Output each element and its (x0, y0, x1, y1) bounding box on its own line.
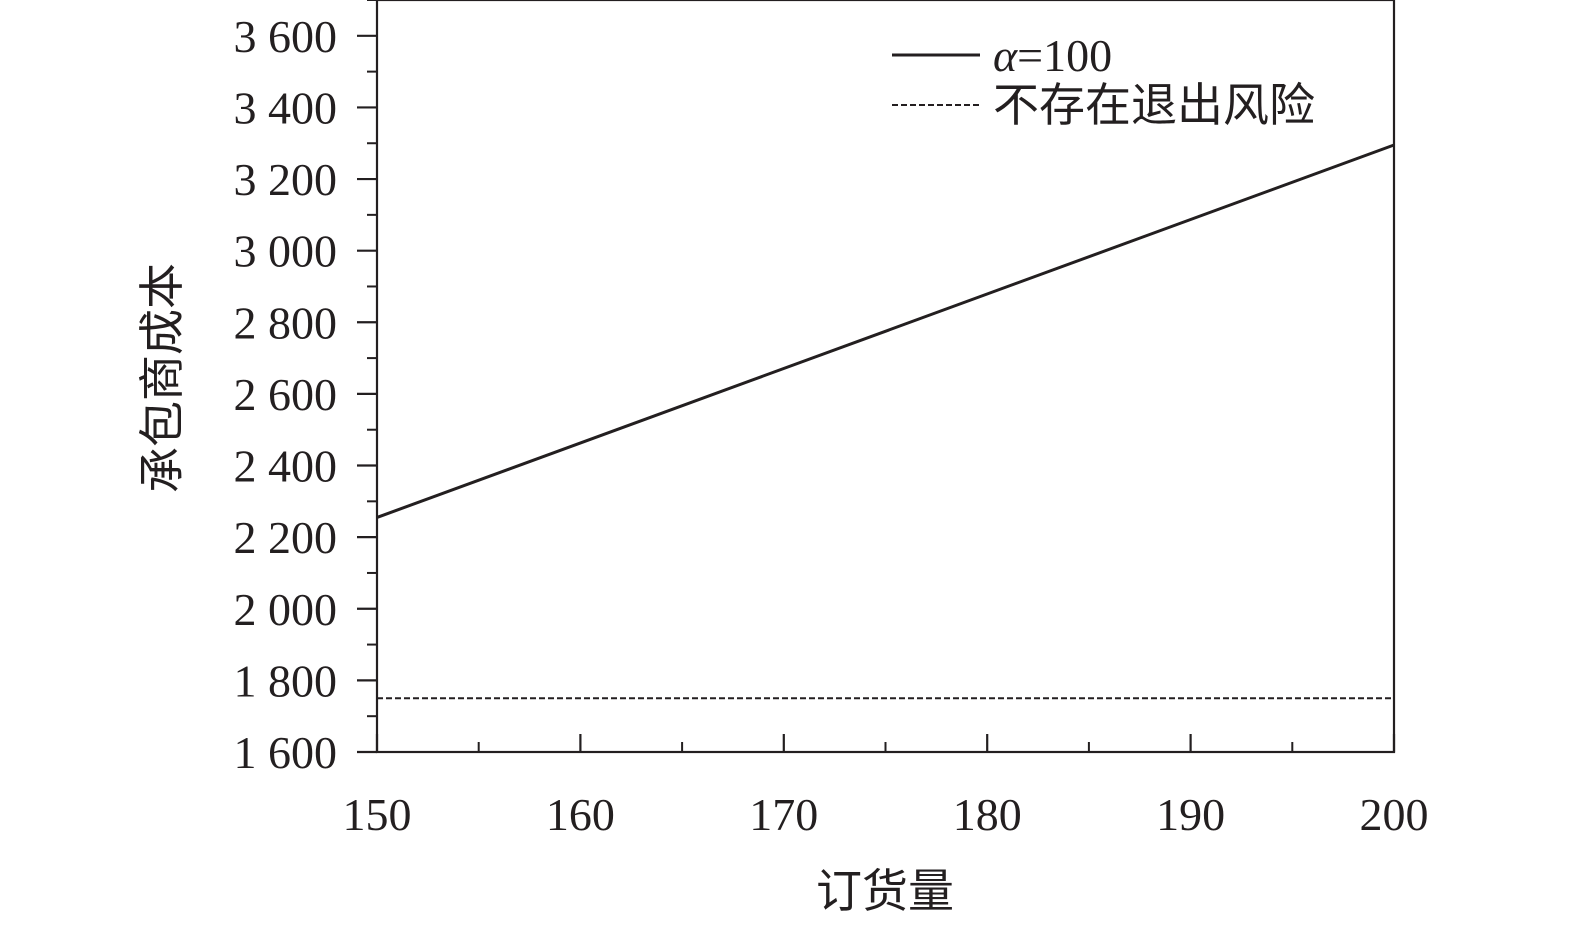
legend-label: 不存在退出风险 (993, 80, 1315, 131)
x-tick-label: 190 (1156, 789, 1225, 840)
y-tick-label: 1 600 (234, 727, 338, 778)
x-tick-label: 170 (749, 789, 818, 840)
series-line-alpha-100 (376, 143, 1395, 519)
y-tick-label: 3 000 (234, 226, 338, 277)
y-axis-label: 承包商成本 (137, 263, 188, 493)
x-tick-label: 200 (1360, 789, 1429, 840)
series-lines (376, 143, 1395, 700)
y-tick-label: 3 200 (234, 154, 338, 205)
y-tick-label: 2 000 (234, 584, 338, 635)
x-tick-label: 180 (953, 789, 1022, 840)
y-tick-label: 1 800 (234, 655, 338, 706)
major-ticks (357, 34, 1396, 754)
y-tick-label: 2 400 (234, 441, 338, 492)
y-tick-label: 2 200 (234, 512, 338, 563)
tick-labels: 1 600 1 800 2 000 2 200 2 400 2 600 2 800 3 000… (234, 11, 1429, 840)
x-tick-label: 150 (343, 789, 412, 840)
y-tick-label: 2 600 (234, 369, 338, 420)
x-axis-label: 订货量 (816, 866, 954, 917)
legend-label: α=100 (993, 30, 1112, 81)
minor-ticks (367, 0, 1294, 752)
y-tick-label: 3 400 (234, 82, 338, 133)
x-tick-label: 160 (546, 789, 615, 840)
y-tick-label: 2 800 (234, 297, 338, 348)
plot-frame (375, 0, 1396, 754)
y-tick-label: 3 600 (234, 11, 338, 62)
